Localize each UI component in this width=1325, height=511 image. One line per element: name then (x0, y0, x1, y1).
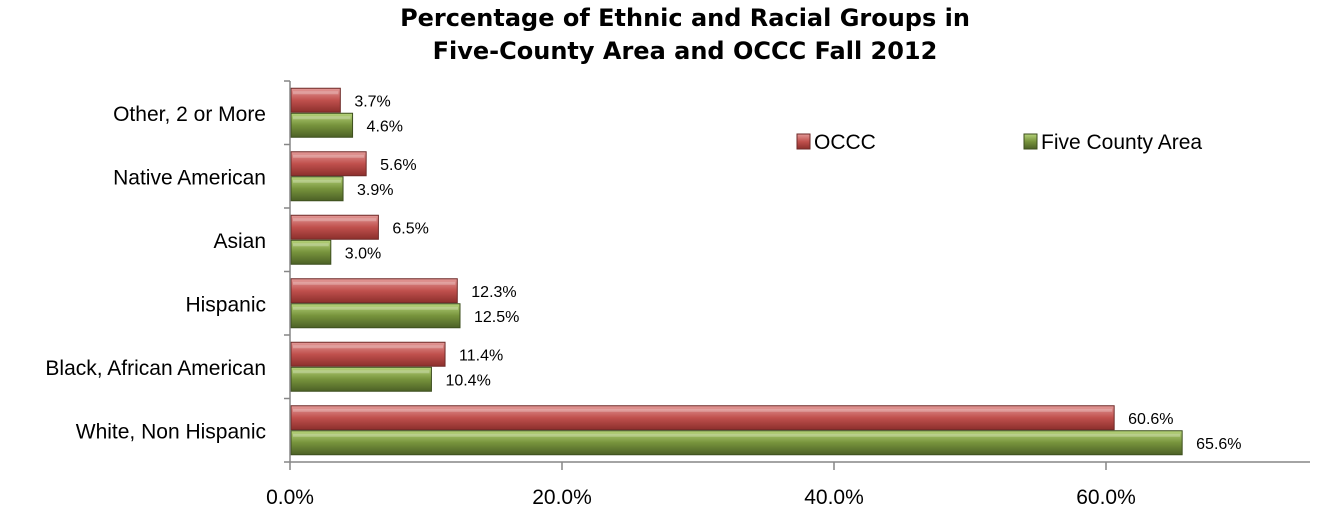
chart-title: Percentage of Ethnic and Racial Groups i… (0, 2, 1325, 68)
data-label: 60.6% (1128, 411, 1173, 428)
bar-bevel-0-1 (293, 154, 365, 158)
chart-title-line-1: Percentage of Ethnic and Racial Groups i… (400, 4, 970, 32)
legend-label-five-county: Five County Area (1041, 131, 1202, 154)
bar-bevel-1-4 (293, 370, 430, 374)
data-label: 6.5% (392, 220, 428, 237)
category-label: Hispanic (185, 293, 266, 316)
data-label: 65.6% (1196, 436, 1241, 453)
x-tick-label: 40.0% (804, 486, 864, 509)
bar-five-county-1 (290, 176, 344, 202)
bar-occc-0 (290, 87, 341, 113)
bar-five-county-4 (290, 366, 432, 392)
bar-five-county-2 (290, 239, 332, 265)
bar-occc-5 (290, 405, 1115, 431)
bar-occc-2 (290, 214, 379, 240)
bar-occc-4 (290, 341, 446, 367)
data-label: 10.4% (445, 372, 490, 389)
bar-bevel-1-1 (293, 179, 342, 183)
bar-bevel-0-4 (293, 345, 444, 349)
category-label: Black, African American (45, 357, 266, 380)
data-label: 12.5% (474, 309, 519, 326)
x-tick-label: 60.0% (1076, 486, 1136, 509)
bar-occc-3 (290, 278, 458, 304)
x-tick-label: 0.0% (266, 486, 314, 509)
legend-swatch-five-county (1023, 133, 1038, 150)
bar-bevel-1-0 (293, 116, 351, 120)
bar-occc-1 (290, 151, 367, 177)
bar-five-county-0 (290, 112, 354, 138)
bar-five-county-5 (290, 430, 1183, 456)
category-label: Other, 2 or More (113, 103, 266, 126)
data-label: 11.4% (459, 347, 503, 364)
bar-bevel-0-0 (293, 91, 339, 95)
category-label: Asian (213, 230, 266, 253)
chart-title-line-2: Five-County Area and OCCC Fall 2012 (432, 37, 938, 65)
bar-bevel-0-3 (293, 281, 456, 285)
category-label: Native American (113, 166, 266, 189)
data-label: 3.7% (354, 93, 390, 110)
bar-bevel-1-3 (293, 306, 458, 310)
data-label: 5.6% (380, 157, 416, 174)
category-label: White, Non Hispanic (76, 420, 266, 443)
data-label: 3.0% (345, 245, 381, 262)
x-tick-label: 20.0% (532, 486, 592, 509)
bar-five-county-3 (290, 303, 461, 329)
data-label: 4.6% (367, 118, 403, 135)
bar-bevel-0-5 (293, 408, 1113, 412)
bar-bevel-1-5 (293, 433, 1181, 437)
legend-swatch-occc (796, 133, 811, 150)
bar-bevel-0-2 (293, 218, 377, 222)
data-label: 12.3% (471, 284, 516, 301)
data-label: 3.9% (357, 182, 393, 199)
bar-bevel-1-2 (293, 243, 329, 247)
legend-label-occc: OCCC (814, 131, 876, 154)
